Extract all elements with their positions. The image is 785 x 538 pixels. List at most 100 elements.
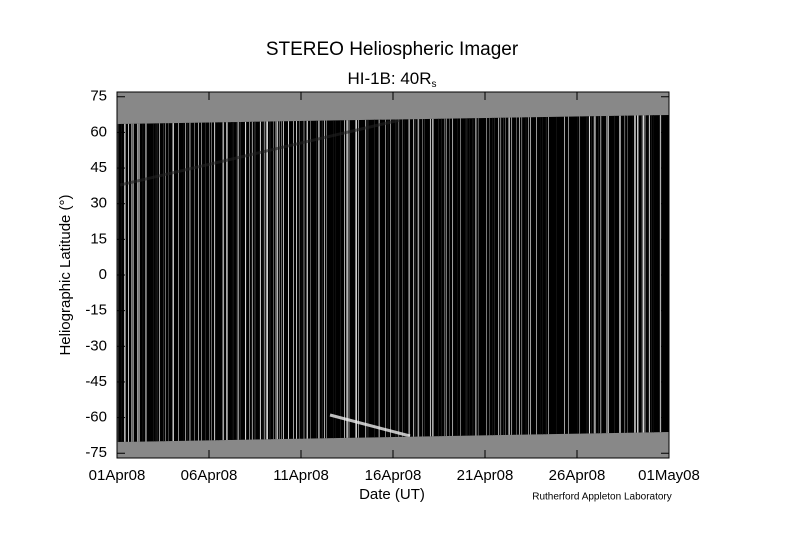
streak	[625, 115, 626, 442]
streak	[133, 115, 134, 442]
streak	[118, 115, 119, 442]
streak	[190, 115, 191, 442]
streak	[303, 115, 304, 442]
streak	[340, 115, 341, 442]
streak	[522, 115, 523, 442]
streak	[577, 115, 578, 442]
streak	[346, 115, 347, 442]
streak	[266, 115, 267, 442]
streak	[226, 115, 227, 442]
streak	[288, 115, 289, 442]
streak	[432, 115, 433, 442]
y-tick-label: -15	[85, 302, 107, 319]
streak	[187, 115, 188, 442]
streak	[282, 115, 283, 442]
streak	[399, 115, 400, 442]
streak	[508, 115, 509, 442]
streak	[419, 115, 420, 442]
x-tick-label: 26Apr08	[549, 467, 606, 484]
streak	[644, 115, 645, 442]
y-axis-label: Heliographic Latitude (°)	[57, 194, 74, 355]
streak	[297, 115, 298, 442]
streak	[263, 115, 264, 442]
streak	[186, 115, 187, 442]
streak	[267, 115, 268, 442]
streak	[146, 115, 147, 442]
streak	[259, 115, 260, 442]
streak	[276, 115, 277, 442]
streak	[457, 115, 458, 442]
streak	[661, 115, 662, 442]
streak	[608, 115, 609, 442]
streak	[119, 118, 401, 187]
streak	[587, 115, 588, 442]
streak	[156, 115, 157, 442]
streak	[404, 115, 405, 442]
streak	[145, 115, 146, 442]
streak	[515, 115, 516, 442]
streak	[326, 115, 327, 442]
streak	[249, 115, 250, 442]
streak	[231, 115, 232, 442]
y-tick-label: 15	[90, 230, 107, 247]
streak	[660, 115, 661, 442]
streak	[542, 115, 543, 442]
streak	[222, 115, 223, 442]
streak	[245, 115, 246, 442]
streak	[637, 115, 638, 442]
streak	[281, 115, 282, 442]
streak	[525, 115, 526, 442]
y-tick-label: 75	[90, 88, 107, 105]
streak	[465, 115, 466, 442]
streak	[598, 115, 599, 442]
streak	[378, 115, 379, 442]
streak	[472, 115, 473, 442]
streak	[433, 115, 434, 442]
streak	[620, 115, 621, 442]
streak	[318, 115, 319, 442]
streak	[594, 115, 595, 442]
streak	[215, 115, 216, 442]
streak	[653, 115, 654, 442]
credit: Rutherford Appleton Laboratory	[532, 492, 672, 503]
streak	[601, 115, 602, 442]
streak	[168, 115, 169, 442]
y-tick-label: -30	[85, 337, 107, 354]
streak	[530, 115, 531, 442]
streak	[164, 115, 165, 442]
streak	[614, 115, 615, 442]
image-data	[117, 115, 669, 442]
streak	[138, 115, 139, 442]
streak	[526, 115, 527, 442]
streak	[183, 115, 184, 442]
streak	[461, 115, 462, 442]
y-tick-label: 0	[99, 266, 107, 283]
x-tick-label: 21Apr08	[457, 467, 514, 484]
streak	[568, 115, 569, 442]
streak	[499, 115, 500, 442]
streak	[516, 115, 517, 442]
streak	[503, 115, 504, 442]
y-tick-label: 45	[90, 159, 107, 176]
streak	[155, 115, 156, 442]
streak	[132, 115, 133, 442]
streak	[251, 115, 252, 442]
streak	[358, 115, 359, 442]
streak	[224, 115, 225, 442]
y-tick-label: 60	[90, 123, 107, 140]
streak	[211, 115, 212, 442]
streak	[209, 115, 210, 442]
streak	[422, 115, 423, 442]
streak	[302, 115, 303, 442]
streak	[233, 115, 234, 442]
streak	[632, 115, 633, 442]
streak	[238, 115, 239, 442]
streak	[449, 115, 450, 442]
streak	[131, 115, 132, 442]
streak	[476, 115, 477, 442]
streak	[429, 115, 430, 442]
streak	[494, 115, 495, 442]
streak	[478, 115, 479, 442]
streak	[445, 115, 446, 442]
streak	[367, 115, 368, 442]
